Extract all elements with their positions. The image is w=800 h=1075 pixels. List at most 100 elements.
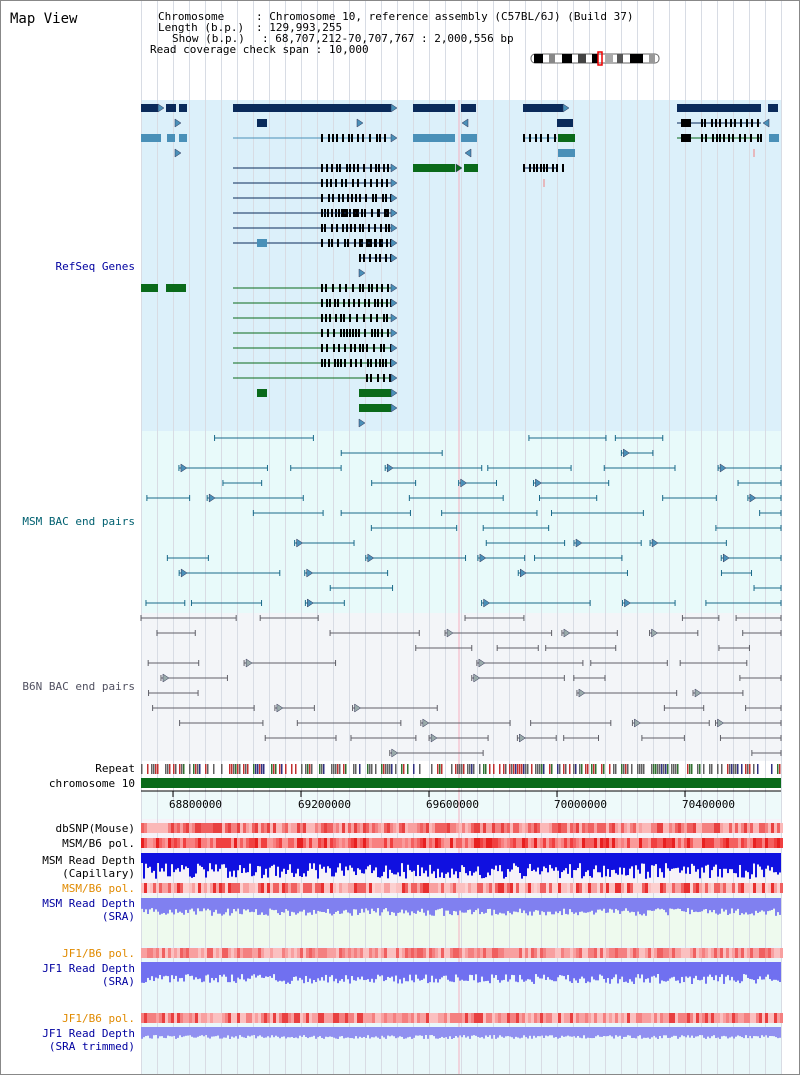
jf1-b6-pol-label[interactable]: JF1/B6 pol.	[62, 947, 135, 960]
heat-cell	[540, 838, 543, 848]
grid-line	[637, 1, 638, 1074]
heat-cell	[309, 883, 312, 893]
heat-cell	[447, 883, 450, 893]
heat-cell	[186, 823, 189, 833]
heat-cell	[405, 823, 408, 833]
heat-cell	[390, 883, 393, 893]
depth-bar	[461, 853, 463, 866]
depth-bar	[481, 962, 483, 977]
depth-bar	[299, 898, 301, 912]
depth-bar	[651, 898, 653, 911]
refseq-genes-label[interactable]: RefSeq Genes	[55, 260, 135, 273]
chromosome-ideogram[interactable]	[1, 1, 800, 81]
depth-bar	[229, 962, 231, 983]
heat-cell	[144, 948, 147, 958]
b6n-bac-label[interactable]: B6N BAC end pairs	[22, 680, 135, 693]
heat-cell	[765, 948, 768, 958]
dbsnp-label[interactable]: dbSNP(Mouse)	[55, 822, 135, 835]
depth-bar	[321, 962, 323, 978]
depth-bar	[763, 962, 765, 980]
heat-cell	[336, 838, 339, 848]
depth-bar	[423, 898, 425, 913]
gene-block	[343, 329, 345, 337]
depth-bar	[233, 1027, 235, 1038]
heat-cell	[258, 883, 261, 893]
depth-bar	[399, 1027, 401, 1037]
heat-cell	[630, 838, 633, 848]
depth-bar	[469, 898, 471, 910]
heat-cell	[606, 823, 609, 833]
gene-block	[728, 134, 730, 142]
heat-cell	[447, 838, 450, 848]
repeat-mark	[383, 764, 385, 774]
depth-bar	[473, 898, 475, 913]
gene-block	[760, 134, 762, 142]
depth-bar	[617, 898, 619, 911]
heat-cell	[459, 883, 462, 893]
depth-bar	[729, 1027, 731, 1038]
depth-bar	[347, 853, 349, 871]
depth-bar	[707, 1027, 709, 1037]
depth-bar	[537, 962, 539, 977]
repeat-mark	[153, 764, 155, 774]
heat-cell	[348, 1013, 351, 1023]
repeat-mark	[521, 764, 523, 774]
heat-cell	[609, 838, 612, 848]
depth-bar	[161, 1027, 163, 1037]
msm-bac-label[interactable]: MSM BAC end pairs	[22, 515, 135, 528]
depth-bar	[243, 898, 245, 910]
heat-cell	[510, 1013, 513, 1023]
heat-cell	[477, 1013, 480, 1023]
depth-bar	[385, 1027, 387, 1039]
depth-bar	[579, 898, 581, 912]
heat-cell	[486, 838, 489, 848]
depth-bar	[243, 962, 245, 980]
jf1-trim-label[interactable]: JF1 Read Depth	[42, 1027, 135, 1040]
depth-bar	[695, 898, 697, 912]
depth-bar	[773, 853, 775, 873]
msm-depth-sra-label[interactable]: MSM Read Depth	[42, 897, 135, 910]
heat-cell	[459, 823, 462, 833]
depth-bar	[593, 1027, 595, 1039]
jf1-depth-label[interactable]: JF1 Read Depth	[42, 962, 135, 975]
depth-bar	[625, 853, 627, 876]
heat-cell	[267, 838, 270, 848]
heat-cell	[453, 823, 456, 833]
repeat-mark	[141, 764, 143, 774]
depth-bar	[537, 1027, 539, 1037]
depth-bar	[629, 962, 631, 980]
depth-bar	[231, 1027, 233, 1037]
msm-b6-pol-label[interactable]: MSM/B6 pol.	[62, 837, 135, 850]
repeat-mark	[565, 764, 567, 774]
heat-cell	[177, 1013, 180, 1023]
depth-bar	[559, 898, 561, 912]
depth-bar	[413, 853, 415, 871]
depth-bar	[489, 1027, 491, 1036]
depth-bar	[475, 898, 477, 911]
depth-bar	[443, 898, 445, 916]
heat-cell	[270, 838, 273, 848]
gene-block	[376, 179, 378, 187]
strand-arrow	[306, 568, 314, 578]
depth-bar	[169, 898, 171, 910]
heat-cell	[234, 1013, 237, 1023]
jf1-b6-pol-label-2[interactable]: JF1/B6 pol.	[62, 1012, 135, 1025]
ruler-tick-label: 70000000	[554, 798, 607, 811]
gene-block	[321, 209, 323, 217]
heat-cell	[321, 1013, 324, 1023]
repeat-mark	[385, 764, 387, 774]
depth-bar	[589, 853, 591, 876]
depth-bar	[583, 1027, 585, 1036]
repeat-mark	[387, 764, 389, 774]
msm-depth-cap-label[interactable]: MSM Read Depth	[42, 854, 135, 867]
repeat-mark	[675, 764, 677, 774]
heat-cell	[687, 823, 690, 833]
msm-b6-pol-label-2[interactable]: MSM/B6 pol.	[62, 882, 135, 895]
strand-arrow	[722, 553, 730, 563]
depth-bar	[465, 853, 467, 874]
heat-cell	[765, 883, 768, 893]
depth-bar	[519, 853, 521, 874]
heat-cell	[174, 883, 177, 893]
depth-bar	[555, 898, 557, 912]
